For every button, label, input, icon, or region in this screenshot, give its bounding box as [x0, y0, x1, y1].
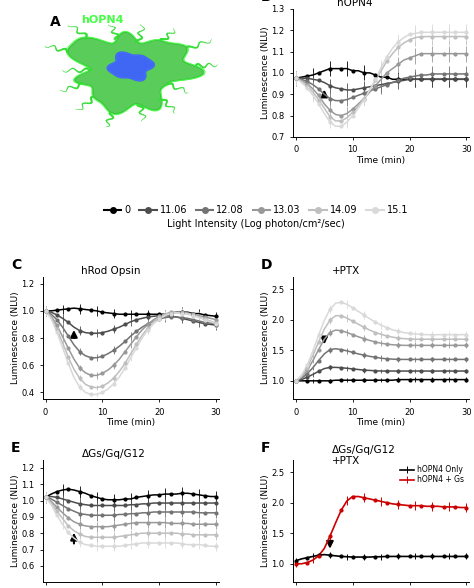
Text: A: A: [50, 15, 61, 29]
Text: ΔGs/Gq/G12: ΔGs/Gq/G12: [82, 449, 146, 459]
X-axis label: Time (min): Time (min): [356, 418, 406, 427]
Text: ΔGs/Gq/G12: ΔGs/Gq/G12: [332, 445, 396, 455]
Y-axis label: Luminescence (NLU): Luminescence (NLU): [11, 475, 20, 567]
X-axis label: Time (min): Time (min): [106, 418, 155, 427]
Y-axis label: Luminescence (NLU): Luminescence (NLU): [261, 292, 270, 385]
Polygon shape: [107, 52, 155, 81]
Text: 20 μm: 20 μm: [114, 125, 141, 135]
Text: +PTX: +PTX: [332, 266, 360, 276]
Text: D: D: [261, 258, 273, 272]
X-axis label: Time (min): Time (min): [356, 156, 406, 165]
Polygon shape: [107, 52, 155, 81]
Y-axis label: Luminescence (NLU): Luminescence (NLU): [11, 292, 20, 385]
Text: E: E: [11, 441, 20, 455]
Text: B: B: [261, 0, 272, 4]
Text: F: F: [261, 441, 271, 455]
Y-axis label: Luminescence (NLU): Luminescence (NLU): [261, 26, 270, 119]
Polygon shape: [68, 32, 204, 113]
Text: C: C: [11, 258, 21, 272]
Text: hOPN4: hOPN4: [337, 0, 373, 8]
Legend: hOPN4 Only, hOPN4 + Gs: hOPN4 Only, hOPN4 + Gs: [399, 464, 465, 486]
Text: Light Intensity (Log photon/cm²/sec): Light Intensity (Log photon/cm²/sec): [167, 219, 345, 229]
Legend: 0, 11.06, 12.08, 13.03, 14.09, 15.1: 0, 11.06, 12.08, 13.03, 14.09, 15.1: [100, 202, 412, 219]
Y-axis label: Luminescence (NLU): Luminescence (NLU): [261, 475, 270, 567]
Text: hOPN4: hOPN4: [82, 15, 124, 25]
Text: +PTX: +PTX: [332, 456, 360, 466]
Text: hRod Opsin: hRod Opsin: [82, 266, 141, 276]
